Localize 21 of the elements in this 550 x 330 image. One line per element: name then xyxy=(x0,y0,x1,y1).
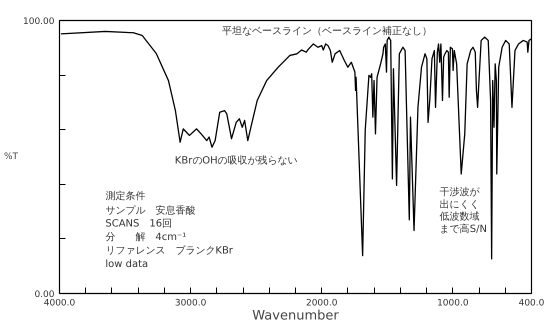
x-tick-label: 1000.0 xyxy=(437,298,469,308)
annotation: 測定条件 xyxy=(105,190,146,202)
y-axis-title: %T xyxy=(4,152,19,162)
annotation: KBrのOHの吸収が残らない xyxy=(174,154,298,167)
x-tick-label: 4000.0 xyxy=(44,298,76,308)
annotation: 干渉波が xyxy=(440,186,481,198)
x-tick-label: 2000.0 xyxy=(306,298,338,308)
x-tick-label: 3000.0 xyxy=(174,298,207,308)
annotation: low data xyxy=(105,258,148,270)
y-tick-label: 0.00 xyxy=(34,290,55,300)
x-tick-label: 400.0 xyxy=(518,298,545,308)
x-axis-title: Wavenumber xyxy=(252,308,340,324)
annotation: サンプル 安息香酸 xyxy=(105,204,196,216)
annotation: リファレンス ブランクKBr xyxy=(105,244,234,256)
annotation: 低波数域 xyxy=(440,210,480,223)
annotation: 平坦なベースライン（ベースライン補正なし） xyxy=(222,24,432,37)
annotation: まで高S/N xyxy=(440,222,487,235)
annotation: SCANS 16回 xyxy=(105,218,172,230)
annotation: 出にくく xyxy=(440,198,480,210)
annotation: 分 解 4cm⁻¹ xyxy=(105,231,186,244)
y-tick-label: 100.00 xyxy=(23,17,55,27)
